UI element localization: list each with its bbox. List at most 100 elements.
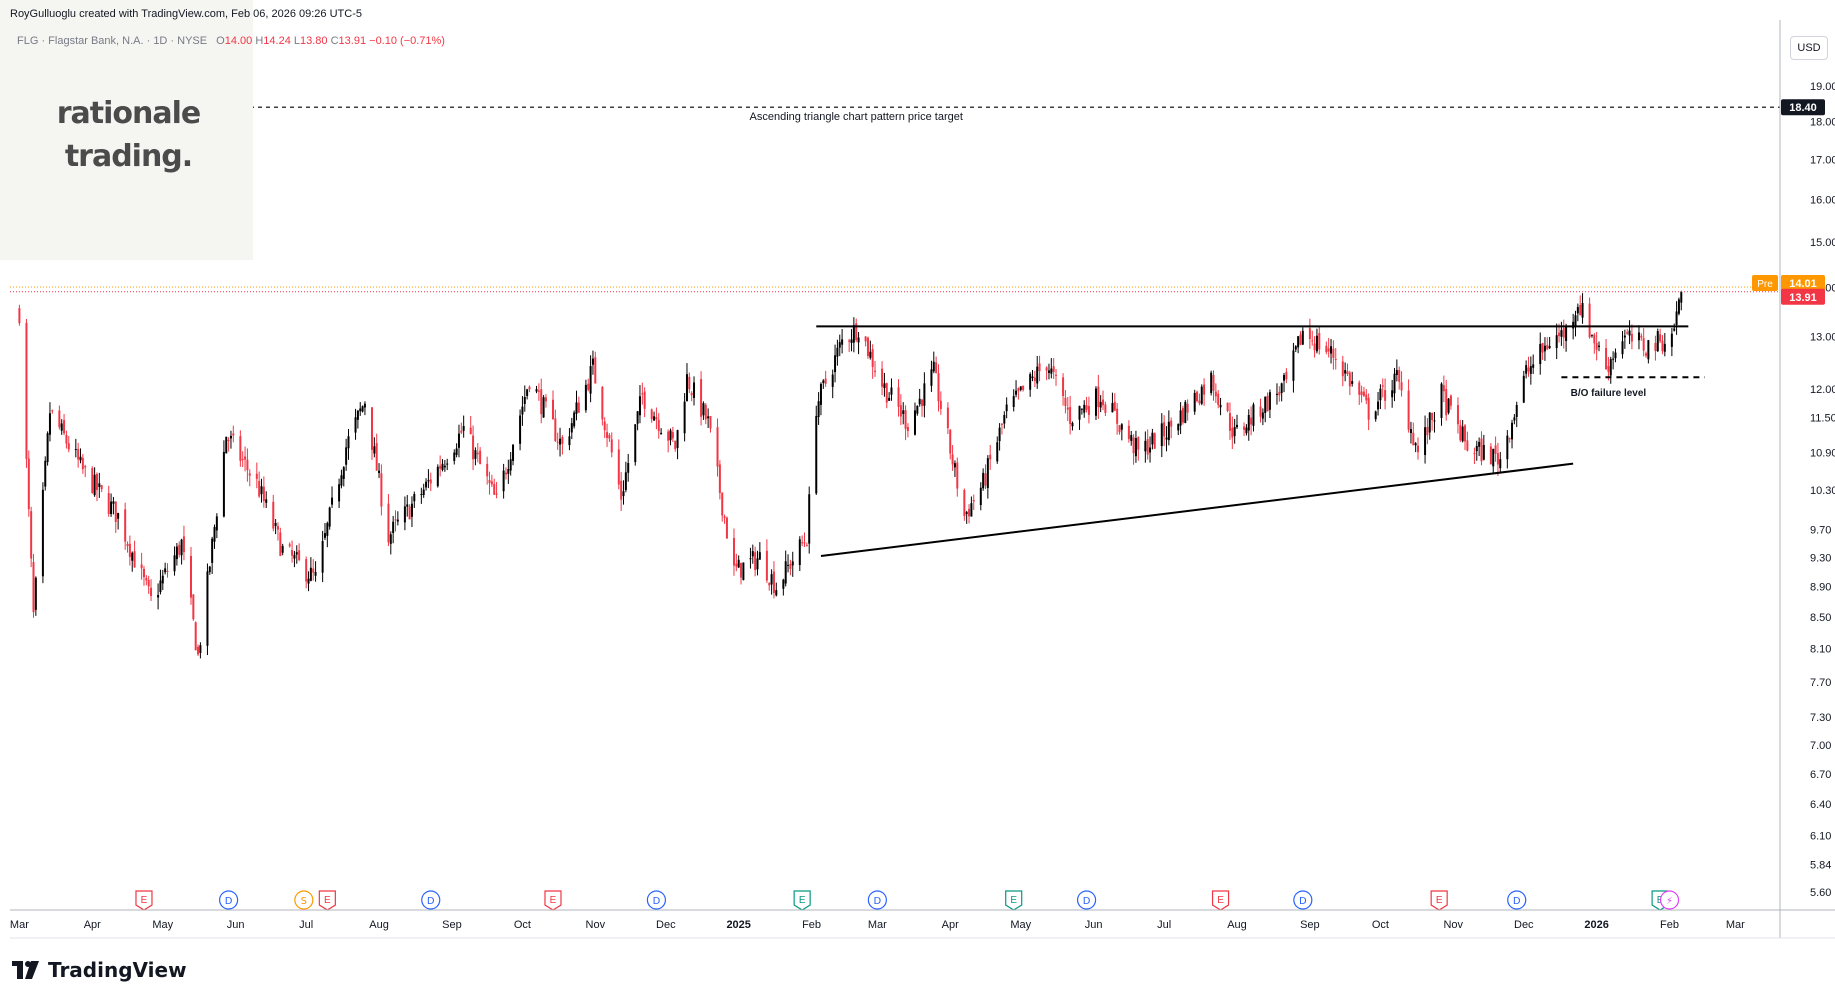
candle-body — [429, 479, 432, 484]
candle-body — [1196, 391, 1199, 402]
candle-body — [852, 325, 855, 343]
candle-body — [1012, 396, 1015, 407]
price-tick-label: 17.00 — [1810, 154, 1835, 166]
candle-body — [949, 429, 952, 454]
event-marker-dividend[interactable]: D — [646, 890, 667, 910]
candle-body — [1259, 406, 1262, 417]
candle-body — [1539, 343, 1542, 365]
event-markers[interactable]: EDSEDEDEDEDEDEDE⚡ — [135, 890, 1680, 911]
candle-body — [1541, 343, 1544, 353]
candle-body — [1365, 394, 1368, 401]
candle-body — [1579, 304, 1582, 316]
candle-body — [41, 489, 44, 577]
watermark-box — [0, 0, 253, 260]
event-marker-dividend[interactable]: D — [1076, 890, 1097, 910]
candle-body — [1165, 437, 1168, 440]
event-marker-split[interactable]: S — [294, 890, 314, 910]
candle-body — [1170, 420, 1173, 427]
candle-body — [803, 542, 806, 544]
candle-body — [838, 342, 841, 348]
candle-body — [443, 465, 446, 468]
event-icon-letter: S — [301, 896, 307, 907]
candle-body — [951, 454, 954, 465]
candle-body — [1130, 435, 1133, 441]
event-marker-earnings[interactable]: E — [1211, 890, 1230, 911]
candle-body — [1153, 433, 1156, 449]
candle-body — [1445, 389, 1448, 416]
candle-body — [622, 491, 625, 497]
candle-body — [112, 501, 115, 504]
event-marker-earnings[interactable]: E — [793, 890, 811, 911]
event-marker-dividend[interactable]: D — [219, 890, 239, 910]
time-tick-label: Apr — [942, 919, 959, 931]
candle-body — [526, 389, 529, 396]
event-marker-earnings[interactable]: E — [544, 890, 562, 911]
candle-body — [1572, 321, 1575, 329]
price-tick-label: 9.30 — [1810, 552, 1831, 564]
trendlines — [10, 106, 1780, 557]
candle-body — [44, 460, 47, 487]
candle-body — [617, 449, 620, 485]
candle-body — [1327, 348, 1330, 352]
candle-body — [982, 472, 985, 489]
event-marker-dividend[interactable]: D — [421, 890, 441, 910]
candle-body — [758, 552, 761, 560]
currency-button[interactable]: USD — [1790, 36, 1828, 60]
candle-body — [848, 340, 851, 342]
candle-body — [1344, 370, 1347, 374]
event-marker-dividend[interactable]: D — [1293, 890, 1313, 910]
earnings-icon-letter: E — [141, 895, 148, 906]
candle-body — [1203, 384, 1206, 395]
candle-body — [1593, 334, 1596, 344]
candle-body — [1489, 446, 1492, 465]
candle-body — [1299, 334, 1302, 345]
candle-body — [25, 322, 28, 459]
candle-body — [1527, 367, 1530, 372]
candle-body — [822, 380, 825, 383]
candle-body — [723, 516, 726, 518]
candle-body — [244, 456, 247, 460]
event-marker-dividend[interactable]: D — [1507, 890, 1527, 910]
candle-body — [248, 473, 251, 476]
event-marker-earnings[interactable]: E — [1430, 890, 1448, 911]
candle-body — [1548, 346, 1551, 349]
candle-body — [587, 383, 590, 390]
candle-body — [307, 578, 310, 584]
candle-body — [610, 439, 613, 453]
candle-body — [208, 566, 211, 573]
candle-body — [963, 489, 966, 517]
candle-body — [732, 538, 735, 566]
earnings-icon — [318, 890, 336, 911]
candle-body — [441, 463, 444, 470]
candle-body — [1532, 364, 1535, 368]
candle-body — [1062, 377, 1065, 396]
candle-body — [1219, 404, 1222, 408]
candle-body — [1033, 377, 1036, 381]
event-marker-earnings[interactable]: E — [1005, 890, 1023, 911]
candle-body — [403, 506, 406, 523]
candle-body — [490, 481, 493, 485]
event-marker-dividend[interactable]: D — [867, 890, 887, 910]
candle-body — [422, 489, 425, 495]
candle-body — [634, 424, 637, 463]
candle-body — [1245, 427, 1248, 434]
event-marker-earnings[interactable]: E — [135, 890, 153, 911]
candle-body — [192, 594, 195, 620]
event-marker-news[interactable]: ⚡ — [1659, 890, 1680, 910]
candle-body — [874, 370, 877, 372]
candle-body — [1546, 344, 1549, 350]
price-tick-label: 10.90 — [1810, 448, 1835, 460]
price-tick-label: 15.00 — [1810, 237, 1835, 249]
candle-body — [1605, 348, 1608, 370]
candle-body — [1680, 291, 1683, 303]
candle-body — [1466, 440, 1469, 451]
event-icon-letter: D — [1083, 896, 1091, 907]
candle-body — [921, 399, 924, 407]
event-marker-earnings[interactable]: E — [318, 890, 336, 911]
price-tick-label: 5.60 — [1810, 887, 1831, 899]
candle-body — [265, 499, 268, 503]
candle-body — [1045, 367, 1048, 371]
candle-body — [361, 406, 364, 412]
candle-body — [34, 577, 37, 610]
